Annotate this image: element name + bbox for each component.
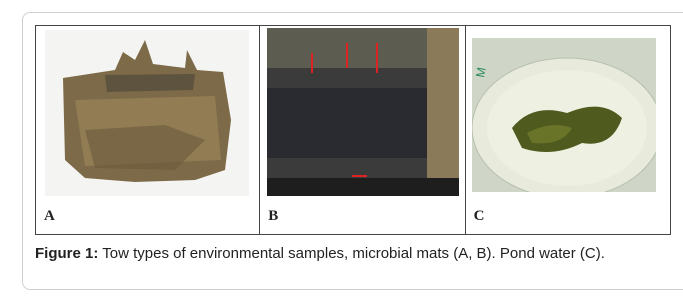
panel: B	[260, 26, 465, 234]
photo-c: M	[472, 38, 656, 192]
panel-label: C	[474, 208, 485, 225]
panel-label: A	[44, 208, 55, 225]
panel: M C	[466, 26, 670, 234]
page: A B M C Figure 1: Tow types of environme…	[0, 0, 683, 296]
photo-a	[45, 30, 249, 196]
panel: A	[36, 26, 260, 234]
photo-b	[267, 28, 459, 196]
caption-text: Tow types of environmental samples, micr…	[102, 245, 605, 262]
figure-caption: Figure 1: Tow types of environmental sam…	[35, 241, 671, 267]
caption-label: Figure 1:	[35, 245, 98, 262]
figure-table: A B M C	[35, 25, 671, 235]
panel-label: B	[268, 208, 278, 225]
